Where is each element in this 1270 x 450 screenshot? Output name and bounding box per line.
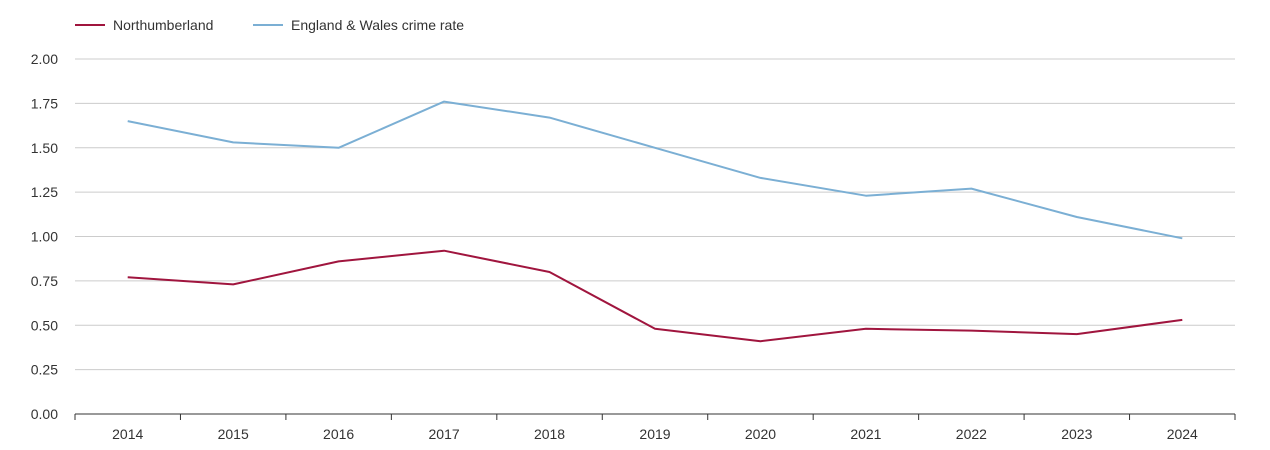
series-line: [127, 100, 1183, 240]
x-tick-label: 2017: [429, 426, 460, 442]
y-tick-label: 0.25: [31, 362, 58, 378]
grid: [75, 58, 1235, 415]
series-lines: [127, 100, 1183, 343]
x-tick-label: 2018: [534, 426, 565, 442]
x-axis: 2014 2015 2016 2017 2018 2019 2020 2021 2022 2023…: [74, 414, 1236, 442]
y-tick-label: 0.50: [31, 317, 58, 333]
y-tick-label: 2.00: [31, 51, 58, 67]
y-tick-label: 1.25: [31, 184, 58, 200]
legend-label: England & Wales crime rate: [291, 17, 464, 33]
x-tick-label: 2014: [112, 426, 143, 442]
x-tick-label: 2023: [1061, 426, 1092, 442]
legend: Northumberland England & Wales crime rate: [75, 17, 464, 33]
series-line: [127, 249, 1183, 343]
x-tick-label: 2019: [639, 426, 670, 442]
x-tick-label: 2016: [323, 426, 354, 442]
y-tick-label: 0.75: [31, 273, 58, 289]
x-tick-label: 2022: [956, 426, 987, 442]
y-tick-label: 1.75: [31, 95, 58, 111]
legend-label: Northumberland: [113, 17, 213, 33]
y-tick-label: 1.00: [31, 229, 58, 245]
y-tick-label: 1.50: [31, 140, 58, 156]
y-axis: 0.00 0.25 0.50 0.75 1.00 1.25 1.50 1.75 2.00: [31, 51, 58, 422]
x-tick-label: 2015: [218, 426, 249, 442]
x-tick-label: 2021: [850, 426, 881, 442]
y-tick-label: 0.00: [31, 406, 58, 422]
x-tick-label: 2024: [1167, 426, 1198, 442]
x-tick-label: 2020: [745, 426, 776, 442]
